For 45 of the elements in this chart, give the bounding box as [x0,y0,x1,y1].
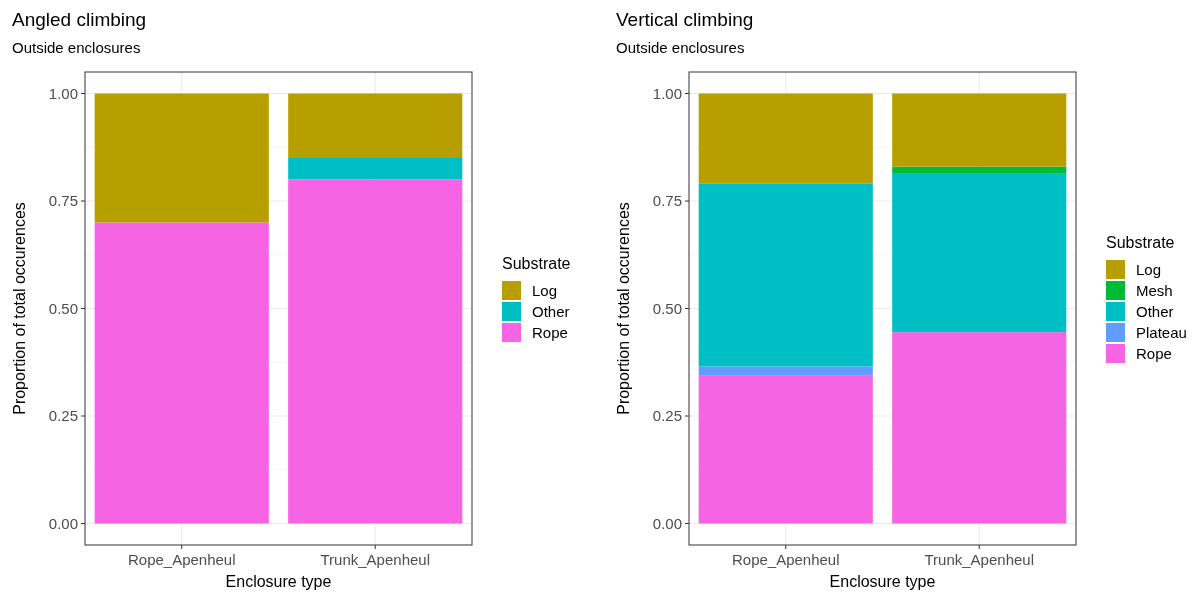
y-tick-label: 0.00 [48,514,78,532]
chart-title: Angled climbing [12,9,147,30]
bar [698,93,873,184]
legend-title: Substrate [502,255,571,272]
legend-label: Log [1136,261,1162,279]
legend-label: Other [532,303,570,321]
legend-label: Other [1136,303,1174,321]
y-tick-label: 1.00 [48,84,78,102]
bar [892,93,1067,167]
legend-label: Rope [532,324,568,342]
legend-label: Log [532,282,558,300]
bar [698,183,873,367]
x-axis-title: Enclosure type [225,573,332,590]
y-tick-label: 0.25 [48,407,78,425]
y-axis-title: Proportion of total occurences [11,202,28,415]
x-tick-label: Trunk_Apenheul [320,551,431,568]
y-axis-title: Proportion of total occurences [615,202,632,415]
bar [892,166,1067,174]
y-tick-label: 0.50 [652,299,682,317]
y-tick-label: 0.75 [48,192,78,210]
bar [94,222,269,524]
legend-title: Substrate [1106,234,1175,251]
bar [698,375,873,524]
bar [288,158,463,180]
y-tick-label: 0.50 [48,299,78,317]
chart-subtitle: Outside enclosures [12,39,141,56]
bar [698,366,873,376]
bar [288,179,463,524]
bar [892,173,1067,333]
y-tick-label: 0.75 [652,192,682,210]
bar [892,332,1067,524]
x-axis-title: Enclosure type [829,573,936,590]
x-tick-label: Trunk_Apenheul [924,551,1035,568]
y-tick-label: 1.00 [652,84,682,102]
x-tick-label: Rope_Apenheul [731,551,840,568]
legend-label: Mesh [1136,282,1173,300]
chart-title: Vertical climbing [616,9,754,30]
bar [94,93,269,223]
y-tick-label: 0.00 [652,514,682,532]
x-tick-label: Rope_Apenheul [127,551,236,568]
chart-subtitle: Outside enclosures [616,39,745,56]
legend-label: Plateau [1136,324,1187,342]
y-tick-label: 0.25 [652,407,682,425]
bar [288,93,463,158]
legend-label: Rope [1136,345,1172,363]
